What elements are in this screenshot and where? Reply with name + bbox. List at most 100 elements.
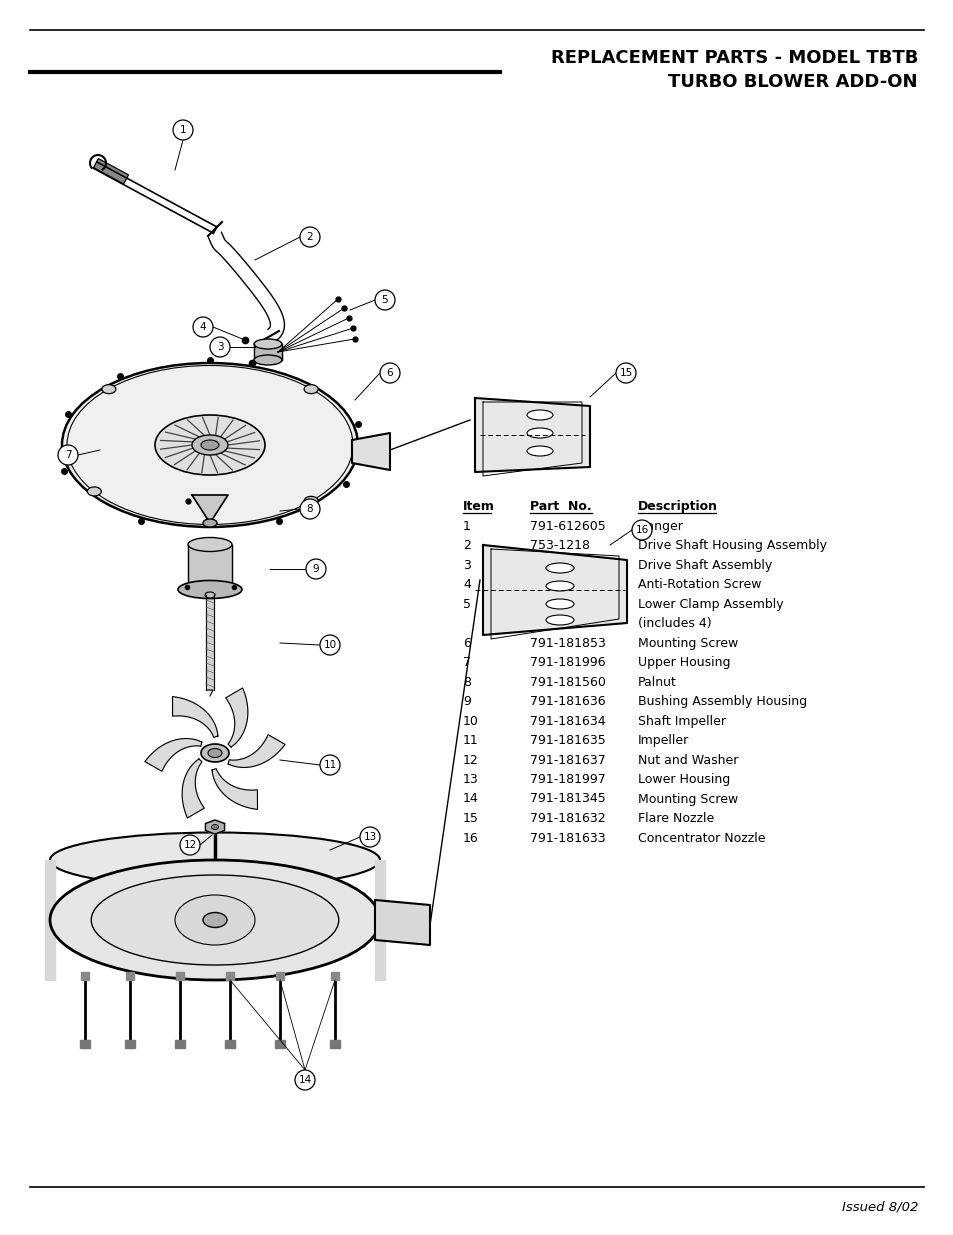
Polygon shape: [80, 1040, 90, 1049]
Text: Lower Housing: Lower Housing: [638, 773, 729, 785]
Text: 791-181853: 791-181853: [530, 636, 605, 650]
Text: Hanger: Hanger: [638, 520, 683, 532]
Text: 3: 3: [462, 558, 471, 572]
Text: 7: 7: [462, 656, 471, 669]
Text: 11: 11: [323, 760, 336, 769]
Text: 791-181997: 791-181997: [530, 773, 605, 785]
Text: 16: 16: [462, 831, 478, 845]
Ellipse shape: [201, 440, 219, 450]
Polygon shape: [275, 972, 284, 981]
Polygon shape: [45, 860, 55, 981]
Text: 791-181637: 791-181637: [530, 753, 605, 767]
Circle shape: [319, 755, 339, 776]
Text: 14: 14: [462, 793, 478, 805]
Text: 791-181634: 791-181634: [530, 715, 605, 727]
Polygon shape: [125, 1040, 135, 1049]
Ellipse shape: [253, 338, 282, 350]
Polygon shape: [145, 739, 201, 772]
Ellipse shape: [154, 415, 265, 475]
Polygon shape: [212, 768, 257, 809]
Polygon shape: [482, 545, 626, 635]
Polygon shape: [253, 345, 282, 359]
Text: Impeller: Impeller: [638, 734, 688, 747]
Text: Lower Clamp Assembly: Lower Clamp Assembly: [638, 598, 782, 610]
Ellipse shape: [304, 496, 317, 505]
Text: Shaft Impeller: Shaft Impeller: [638, 715, 725, 727]
Text: 791-181632: 791-181632: [530, 811, 605, 825]
Text: Flare Nozzle: Flare Nozzle: [638, 811, 714, 825]
Text: 791-181852: 791-181852: [530, 558, 605, 572]
Circle shape: [58, 445, 78, 466]
Polygon shape: [192, 495, 228, 522]
Text: 13: 13: [363, 832, 376, 842]
Polygon shape: [175, 972, 184, 981]
Ellipse shape: [188, 537, 232, 552]
Polygon shape: [225, 1040, 234, 1049]
Text: 9: 9: [462, 695, 471, 708]
Polygon shape: [172, 697, 217, 737]
Text: 791-145569: 791-145569: [530, 578, 605, 592]
Circle shape: [375, 290, 395, 310]
Text: 8: 8: [462, 676, 471, 688]
Polygon shape: [375, 900, 430, 945]
Text: 791-181635: 791-181635: [530, 734, 605, 747]
Text: 16: 16: [635, 525, 648, 535]
Ellipse shape: [526, 410, 553, 420]
Text: 10: 10: [462, 715, 478, 727]
Text: 1: 1: [179, 125, 186, 135]
Text: 6: 6: [462, 636, 471, 650]
Text: 11: 11: [462, 734, 478, 747]
Text: Nut and Washer: Nut and Washer: [638, 753, 738, 767]
Polygon shape: [226, 972, 233, 981]
Ellipse shape: [91, 876, 338, 965]
Text: 791-153597: 791-153597: [530, 598, 605, 610]
Text: 791-181996: 791-181996: [530, 656, 605, 669]
Circle shape: [210, 337, 230, 357]
Polygon shape: [375, 860, 385, 981]
Polygon shape: [352, 433, 390, 471]
Text: Issued 8/02: Issued 8/02: [841, 1200, 917, 1214]
Ellipse shape: [304, 384, 317, 394]
Text: 15: 15: [462, 811, 478, 825]
Polygon shape: [93, 158, 129, 184]
Polygon shape: [182, 760, 204, 818]
Ellipse shape: [208, 748, 222, 757]
Ellipse shape: [174, 895, 254, 945]
Ellipse shape: [545, 599, 574, 609]
Text: 14: 14: [298, 1074, 312, 1086]
Text: 12: 12: [462, 753, 478, 767]
Ellipse shape: [62, 363, 357, 527]
Ellipse shape: [201, 743, 229, 762]
Polygon shape: [174, 1040, 185, 1049]
Ellipse shape: [203, 519, 216, 527]
Text: 4: 4: [462, 578, 471, 592]
Polygon shape: [206, 595, 213, 690]
Text: REPLACEMENT PARTS - MODEL TBTB: REPLACEMENT PARTS - MODEL TBTB: [550, 49, 917, 67]
Text: TURBO BLOWER ADD-ON: TURBO BLOWER ADD-ON: [668, 73, 917, 91]
Text: 10: 10: [323, 640, 336, 650]
Circle shape: [299, 499, 319, 519]
Circle shape: [299, 227, 319, 247]
Text: Concentrator Nozzle: Concentrator Nozzle: [638, 831, 764, 845]
Text: 9: 9: [313, 564, 319, 574]
Text: 2: 2: [462, 538, 471, 552]
Polygon shape: [205, 820, 224, 834]
Polygon shape: [330, 1040, 339, 1049]
Circle shape: [319, 635, 339, 655]
Ellipse shape: [545, 580, 574, 592]
Text: 5: 5: [381, 295, 388, 305]
Circle shape: [193, 317, 213, 337]
Ellipse shape: [526, 429, 553, 438]
Circle shape: [172, 120, 193, 140]
Polygon shape: [228, 735, 285, 767]
Circle shape: [180, 835, 200, 855]
Text: 1: 1: [462, 520, 471, 532]
Text: 15: 15: [618, 368, 632, 378]
Text: 3: 3: [216, 342, 223, 352]
Polygon shape: [274, 1040, 285, 1049]
Circle shape: [294, 1070, 314, 1091]
Text: 4: 4: [199, 322, 206, 332]
Ellipse shape: [188, 583, 232, 597]
Ellipse shape: [178, 580, 242, 599]
Ellipse shape: [212, 825, 218, 830]
